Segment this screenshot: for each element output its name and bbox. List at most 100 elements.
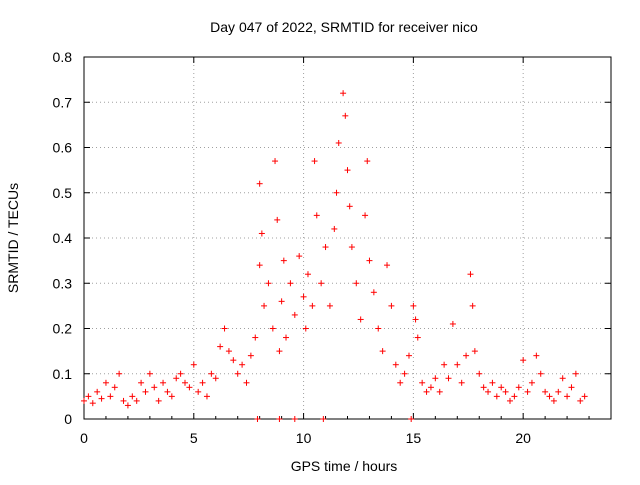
data-point (280, 257, 287, 264)
data-point (138, 379, 145, 386)
data-point (405, 352, 412, 359)
data-point (146, 370, 153, 377)
data-point (151, 384, 158, 391)
data-point (524, 388, 531, 395)
data-point (94, 388, 101, 395)
data-point (142, 388, 149, 395)
data-point (111, 384, 118, 391)
data-point (441, 361, 448, 368)
data-point (572, 370, 579, 377)
data-point (362, 212, 369, 219)
data-point (392, 361, 399, 368)
data-point (449, 320, 456, 327)
data-point (412, 316, 419, 323)
data-point (291, 311, 298, 318)
y-tick-label: 0.3 (53, 275, 73, 291)
data-point (342, 112, 349, 119)
data-point (261, 302, 268, 309)
data-point (252, 334, 259, 341)
data-point (469, 302, 476, 309)
data-point (208, 370, 215, 377)
data-point (102, 379, 109, 386)
data-point (283, 334, 290, 341)
data-point (344, 167, 351, 174)
data-point (177, 370, 184, 377)
data-point (493, 393, 500, 400)
x-tick-label: 0 (80, 430, 88, 446)
data-point (322, 244, 329, 251)
data-point (318, 280, 325, 287)
data-point (182, 379, 189, 386)
data-point (272, 158, 279, 165)
data-point (291, 416, 298, 422)
data-point (467, 271, 474, 278)
data-point (397, 379, 404, 386)
data-point (230, 357, 237, 364)
data-point (581, 393, 588, 400)
data-point (528, 379, 535, 386)
data-point (476, 370, 483, 377)
y-tick-label: 0.4 (53, 230, 73, 246)
data-point (203, 393, 210, 400)
data-point (85, 393, 92, 400)
plot-frame (83, 56, 612, 420)
data-point (304, 271, 311, 278)
data-point (498, 384, 505, 391)
data-point (555, 388, 562, 395)
data-point (173, 375, 180, 382)
data-point (313, 212, 320, 219)
data-point (287, 280, 294, 287)
data-point (256, 262, 263, 269)
data-point (81, 397, 87, 404)
data-point (346, 203, 353, 210)
data-point (320, 416, 327, 422)
x-axis-label: GPS time / hours (291, 458, 398, 474)
data-point (234, 370, 241, 377)
data-point (364, 158, 371, 165)
data-point (564, 393, 571, 400)
data-point (296, 253, 303, 260)
data-point (331, 225, 338, 232)
data-point (419, 379, 426, 386)
data-point (243, 379, 250, 386)
data-point (212, 375, 219, 382)
data-point (408, 416, 415, 422)
data-point (427, 384, 434, 391)
y-axis-label: SRMTID / TECUs (5, 183, 21, 293)
data-point (485, 388, 492, 395)
data-point (326, 302, 333, 309)
y-tick-label: 0.5 (53, 185, 73, 201)
data-point (366, 257, 373, 264)
data-point (116, 370, 123, 377)
data-point (98, 395, 105, 402)
data-point (300, 293, 307, 300)
grid (84, 57, 611, 419)
data-point (348, 244, 355, 251)
data-point (278, 298, 285, 305)
x-tick-label: 20 (515, 430, 531, 446)
data-point (520, 357, 527, 364)
data-point (164, 388, 171, 395)
data-point (533, 352, 540, 359)
data-point (258, 230, 265, 237)
chart-title: Day 047 of 2022, SRMTID for receiver nic… (210, 19, 478, 35)
data-point (254, 416, 261, 422)
data-point (410, 302, 417, 309)
data-point (506, 397, 513, 404)
data-point (129, 393, 136, 400)
data-point (221, 325, 228, 332)
data-point (559, 375, 566, 382)
data-point (155, 397, 162, 404)
data-point (423, 388, 430, 395)
data-point (463, 352, 470, 359)
data-point (199, 379, 206, 386)
x-tick-label: 15 (406, 430, 422, 446)
y-tick-label: 0.6 (53, 140, 73, 156)
data-point (247, 352, 254, 359)
x-tick-label: 10 (296, 430, 312, 446)
data-point (276, 348, 283, 355)
data-point (550, 397, 557, 404)
data-point (458, 379, 465, 386)
data-point (375, 325, 382, 332)
